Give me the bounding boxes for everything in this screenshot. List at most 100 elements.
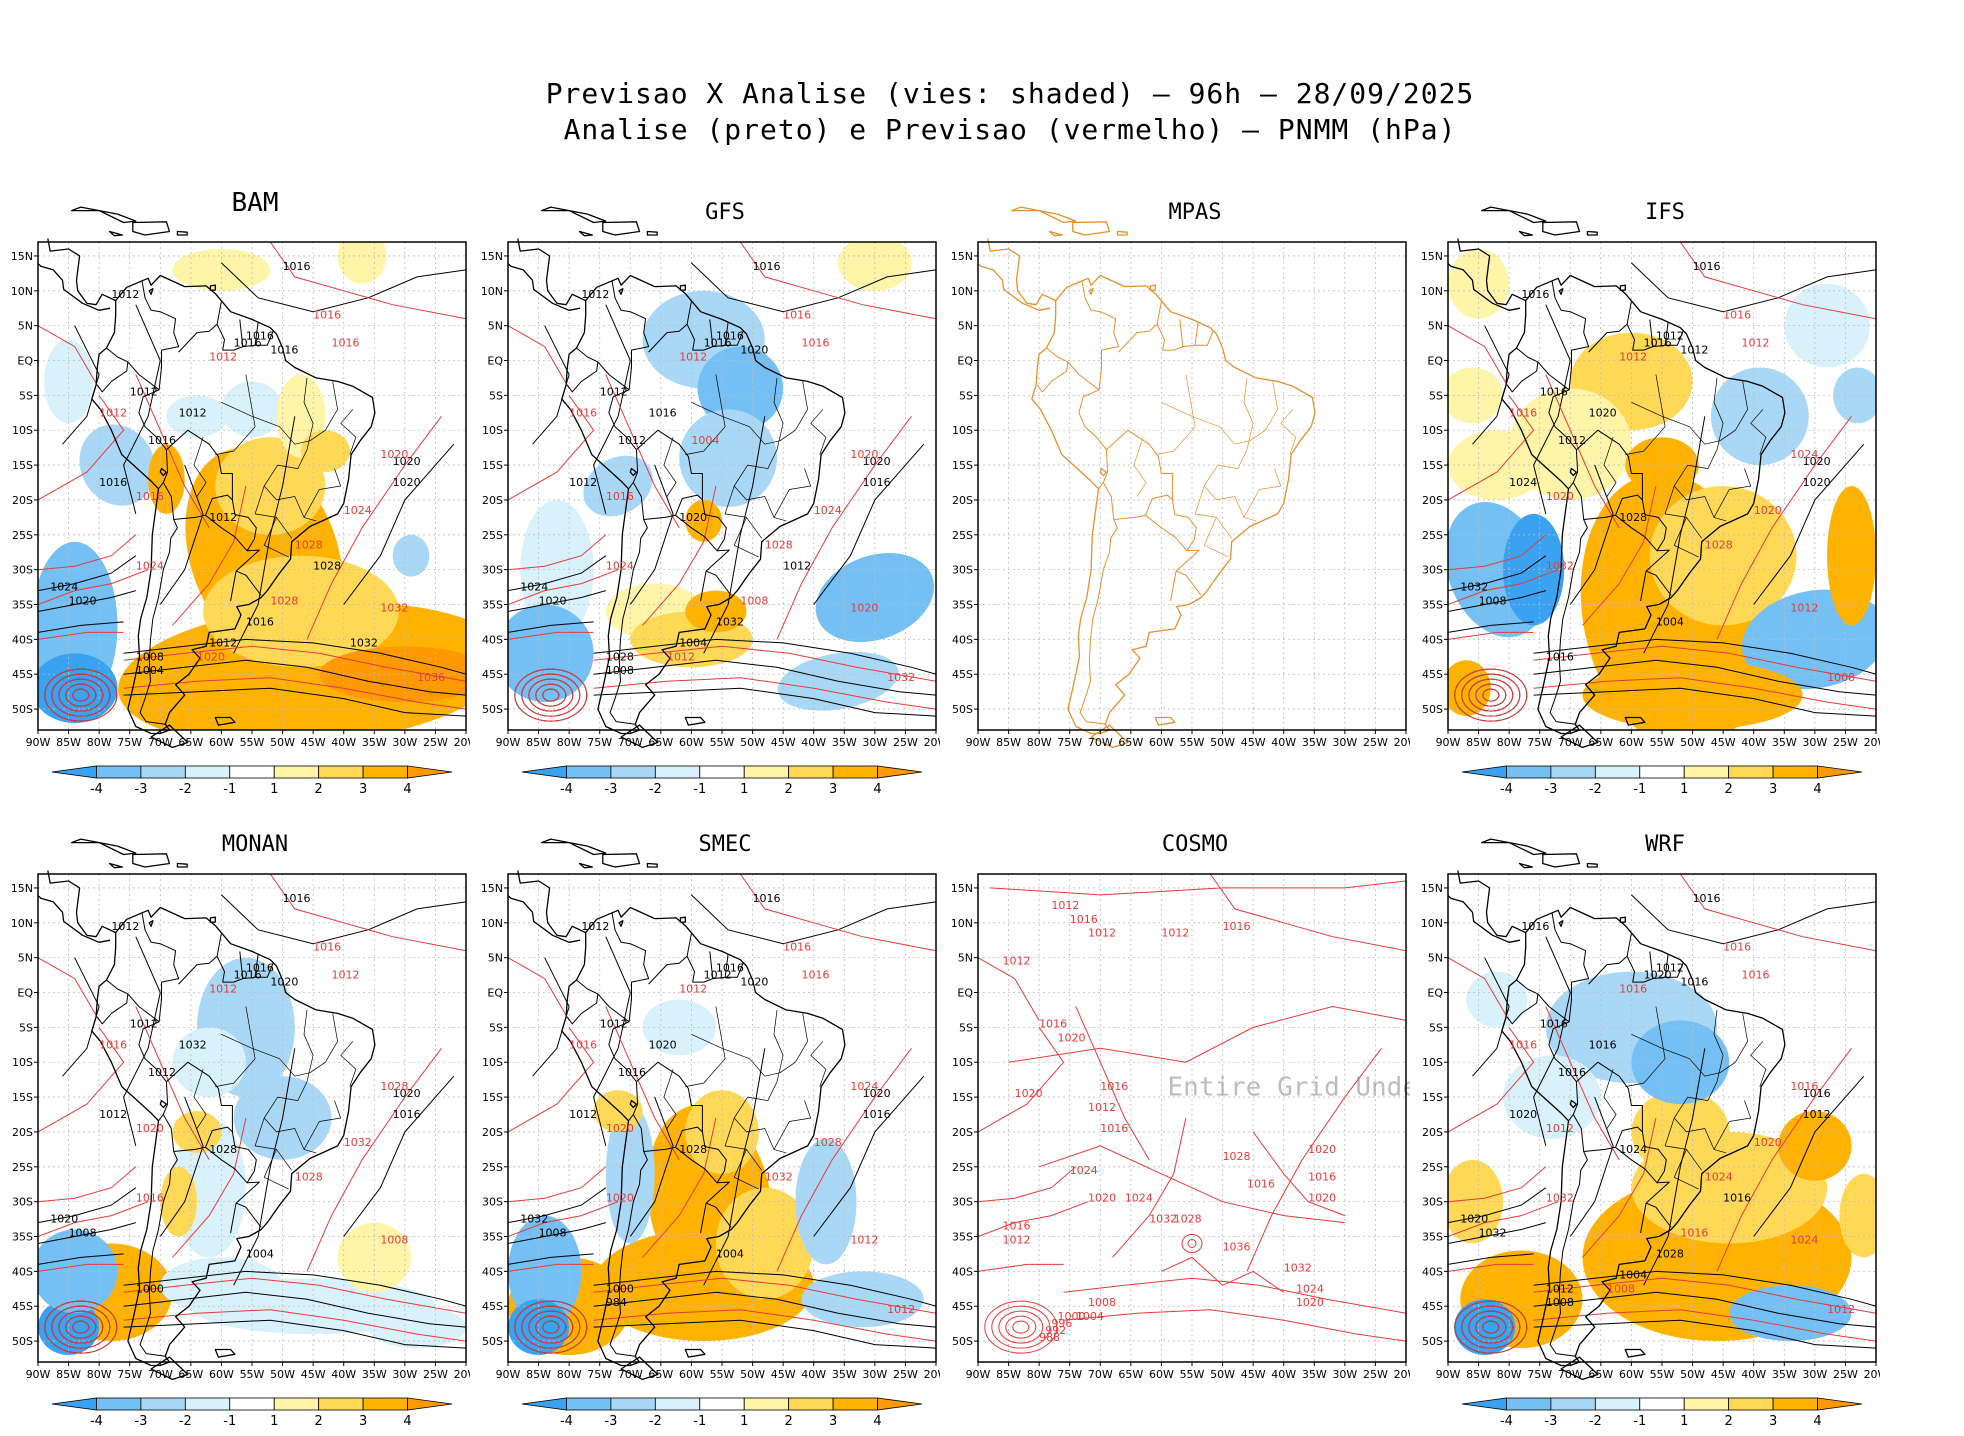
isobar-label: 1016: [863, 1108, 891, 1121]
lat-tick-label: 15N: [11, 250, 33, 263]
isobar-label: 1024: [344, 504, 372, 517]
isobar-label: 1028: [270, 595, 298, 608]
isobar-label: 1016: [1509, 406, 1537, 419]
lat-tick-label: 25S: [952, 529, 973, 542]
lat-tick-label: 50S: [1422, 1335, 1443, 1348]
isobar-label: 1012: [209, 351, 237, 364]
colorbar-label: 3: [1769, 1414, 1777, 1429]
colorbar-label: -2: [179, 782, 192, 797]
isobar-label: 1016: [704, 337, 732, 350]
lat-tick-label: 15N: [951, 882, 973, 895]
isobar-label: 1012: [1002, 1233, 1030, 1246]
panel-title: MPAS: [1168, 200, 1222, 225]
isobar-label: 1016: [1247, 1178, 1275, 1191]
lon-tick-label: 45W: [1711, 736, 1736, 749]
panel-cosmo: COSMO 1012 1016 1012 1012 1016 1012 1016 1020 10…: [940, 832, 1410, 1432]
isobar-label: 1004: [691, 434, 719, 447]
isobar-label: 1016: [148, 434, 176, 447]
lon-tick-label: 90W: [26, 736, 51, 749]
isobar-label: 1032: [344, 1136, 372, 1149]
isobar-label: 1012: [1088, 1101, 1116, 1114]
panel-wrf: WRF 1016 1016 1012 1016 1016 1020 1016 1016 1012…: [1410, 832, 1880, 1432]
lon-tick-label: 90W: [26, 1368, 51, 1381]
lat-tick-label: 20S: [952, 494, 973, 507]
lat-tick-label: 45S: [1422, 1300, 1443, 1313]
isobar-label: 1012: [111, 288, 139, 301]
lon-tick-label: 65W: [648, 736, 673, 749]
lon-tick-label: 20W: [924, 736, 940, 749]
isobar-label: 1024: [1296, 1282, 1324, 1295]
lon-tick-label: 40W: [331, 1368, 356, 1381]
isobar-label: 1016: [606, 490, 634, 503]
colorbar: -4 -3 -2 -1 1 2 3 4: [51, 765, 453, 797]
lat-tick-label: 5S: [19, 1021, 33, 1034]
lat-tick-label: EQ: [957, 355, 973, 368]
isobar-label: 1012: [887, 1303, 915, 1316]
colorbar-label: 2: [315, 1414, 323, 1429]
isobar-label: 1012: [569, 1108, 597, 1121]
isobar-label: 1024: [136, 560, 164, 573]
isobar-label: 1016: [1680, 1227, 1708, 1240]
isobar-label: 1016: [618, 1066, 646, 1079]
lon-tick-label: 80W: [1027, 1368, 1052, 1381]
isobar-label: 1012: [1002, 955, 1030, 968]
lon-tick-label: 30W: [862, 736, 887, 749]
lat-tick-label: 40S: [12, 633, 33, 646]
lon-tick-label: 90W: [1436, 736, 1461, 749]
lat-tick-label: 40S: [952, 633, 973, 646]
lat-tick-label: 10N: [11, 285, 33, 298]
isobar-label: 1020: [69, 595, 97, 608]
lat-tick-label: 35S: [12, 599, 33, 612]
lon-tick-label: 75W: [587, 736, 612, 749]
lon-tick-label: 45W: [1241, 736, 1266, 749]
isobar-label: 1012: [850, 1233, 878, 1246]
map-smec: 1016101210161012101610121020102010161012…: [481, 838, 940, 1429]
lat-tick-label: 5N: [488, 952, 503, 965]
isobar-label: 1016: [783, 309, 811, 322]
lon-tick-label: 20W: [1394, 1368, 1410, 1381]
lon-tick-label: 50W: [1210, 736, 1235, 749]
map-mpas: 15N 10N 5N EQ 5S 10S 15S 20S 25S 30S 35S 40S 45S 50S 9…: [951, 206, 1410, 749]
isobar-label: 1024: [1125, 1192, 1153, 1205]
lon-tick-label: 35W: [1772, 1368, 1797, 1381]
isobar-label: 1016: [1723, 1192, 1751, 1205]
lat-tick-label: 10N: [951, 917, 973, 930]
lat-tick-label: 25S: [12, 1161, 33, 1174]
lon-tick-label: 60W: [209, 1368, 234, 1381]
panel-ifs: IFS 1016 1016 1012 1016 1012 1016 1012 1020 1020…: [1410, 200, 1880, 800]
colorbar: -4 -3 -2 -1 1 2 3 4: [1461, 1397, 1863, 1429]
lon-tick-label: 50W: [270, 736, 295, 749]
colorbar-label: -1: [223, 782, 236, 797]
isobar-label: 1016: [1521, 920, 1549, 933]
colorbar: -4 -3 -2 -1 1 2 3 4: [51, 1397, 453, 1429]
lat-tick-label: 5S: [1429, 1021, 1443, 1034]
lon-tick-label: 50W: [1680, 1368, 1705, 1381]
isobar-label: 1032: [380, 601, 408, 614]
lat-tick-label: EQ: [17, 355, 33, 368]
colorbar-label: 4: [873, 1414, 881, 1429]
colorbar-label: -2: [649, 782, 662, 797]
coastline-south-america: [1501, 274, 1786, 735]
lon-tick-label: 60W: [1619, 736, 1644, 749]
lat-tick-label: 20S: [1422, 1126, 1443, 1139]
isobar-label: 1028: [209, 1143, 237, 1156]
lon-tick-label: 50W: [1210, 1368, 1235, 1381]
isobar-label: 1012: [569, 476, 597, 489]
lat-tick-label: 20S: [12, 1126, 33, 1139]
isobar-label: 1016: [1540, 1017, 1568, 1030]
lat-tick-label: 45S: [12, 1300, 33, 1313]
lat-tick-label: EQ: [487, 987, 503, 1000]
lon-tick-label: 55W: [1650, 736, 1675, 749]
lon-tick-label: 30W: [392, 736, 417, 749]
colorbar-label: -1: [693, 1414, 706, 1429]
isobar-label: 1016: [1039, 1017, 1067, 1030]
isobar-label: 1012: [1656, 962, 1684, 975]
lon-tick-label: 85W: [526, 736, 551, 749]
panel-monan: MONAN 1016 1012 1016 1012 1012 1016 1020 1020 10…: [0, 832, 470, 1432]
isobar-label: 1020: [393, 455, 421, 468]
isobar-label: 1020: [1754, 1136, 1782, 1149]
isobar-label: 1012: [600, 385, 628, 398]
colorbar-label: 1: [1680, 782, 1688, 797]
isobar-label: 1024: [1790, 1233, 1818, 1246]
